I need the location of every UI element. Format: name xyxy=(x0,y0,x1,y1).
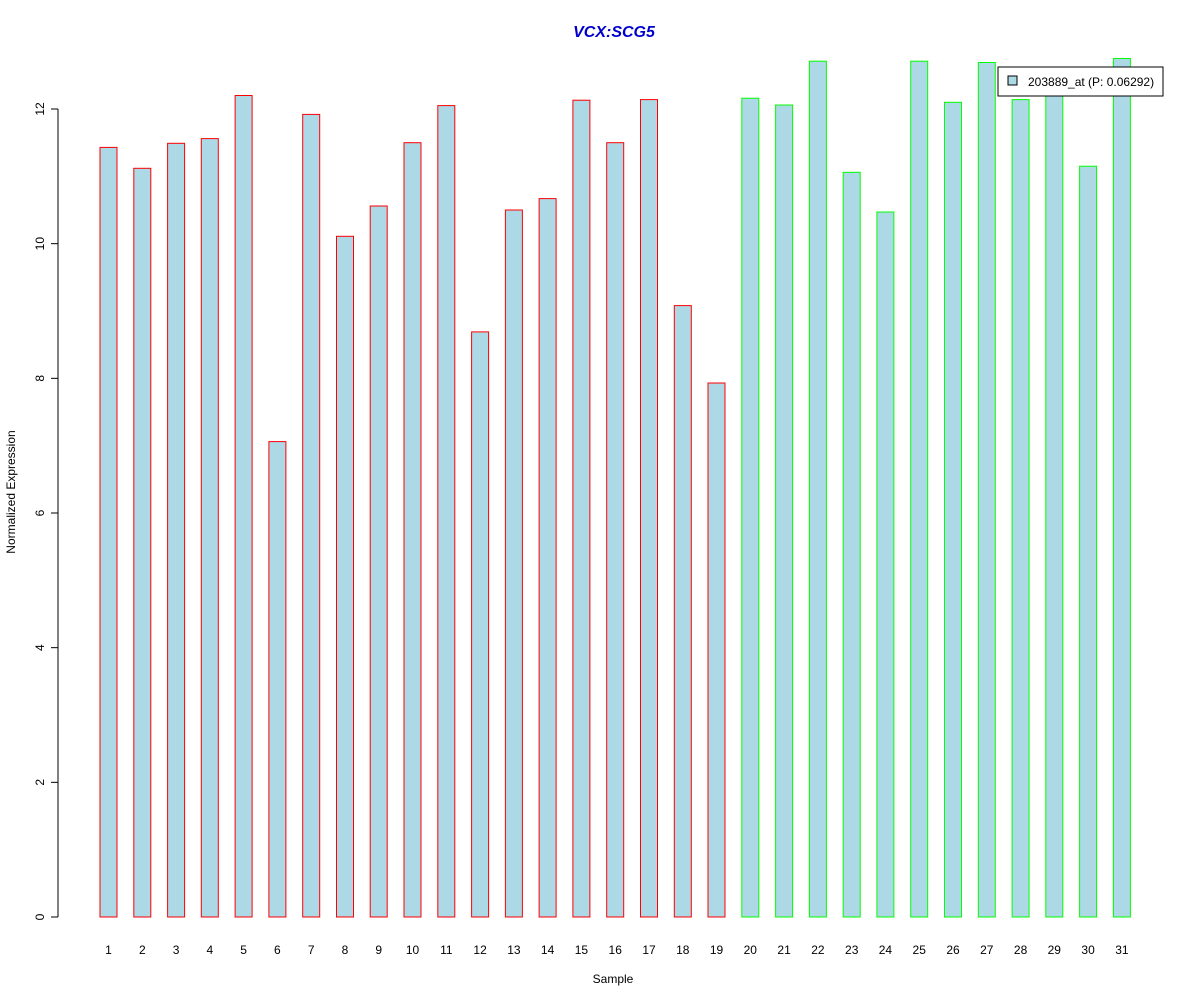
bar xyxy=(944,101,962,918)
y-tick-label: 0 xyxy=(33,913,47,920)
x-tick-label: 19 xyxy=(710,943,724,957)
bar xyxy=(640,99,658,918)
x-tick-label: 14 xyxy=(541,943,555,957)
legend-label: 203889_at (P: 0.06292) xyxy=(1028,75,1154,89)
x-tick-label: 22 xyxy=(811,943,825,957)
y-tick-label: 4 xyxy=(33,644,47,651)
bar xyxy=(471,331,490,918)
y-tick-label: 2 xyxy=(33,779,47,786)
bar xyxy=(775,104,794,918)
x-tick-label: 7 xyxy=(308,943,315,957)
bar xyxy=(1045,86,1064,918)
bar xyxy=(403,142,422,918)
bar xyxy=(200,138,219,918)
y-axis-label: Normalized Expression xyxy=(4,430,18,553)
x-tick-label: 21 xyxy=(777,943,791,957)
x-tick-label: 27 xyxy=(980,943,994,957)
bar xyxy=(167,142,186,918)
x-tick-label: 26 xyxy=(946,943,960,957)
axes: 0 2 4 6 8 10 12 xyxy=(33,102,59,920)
x-tick-label: 4 xyxy=(206,943,213,957)
x-tick-label: 28 xyxy=(1014,943,1028,957)
bar xyxy=(234,95,253,918)
bar xyxy=(1112,58,1131,918)
x-tick-label: 18 xyxy=(676,943,690,957)
bar xyxy=(1011,99,1030,918)
bar xyxy=(977,62,996,918)
x-tick-label: 11 xyxy=(440,943,453,957)
bar xyxy=(910,60,929,918)
x-axis-label: Sample xyxy=(593,972,634,986)
x-tick-label: 13 xyxy=(507,943,521,957)
x-tick-label: 17 xyxy=(642,943,656,957)
bar xyxy=(673,305,692,918)
bar xyxy=(1079,165,1098,918)
x-tick-label: 29 xyxy=(1048,943,1062,957)
chart-title: VCX:SCG5 xyxy=(573,24,656,41)
x-tick-label: 16 xyxy=(609,943,623,957)
legend: 203889_at (P: 0.06292) xyxy=(997,66,1164,97)
x-tick-label: 12 xyxy=(473,943,487,957)
x-tick-label: 25 xyxy=(913,943,927,957)
bar xyxy=(842,171,861,918)
x-tick-label: 30 xyxy=(1081,943,1095,957)
bar xyxy=(369,205,388,918)
x-tick-label: 9 xyxy=(375,943,382,957)
x-tick-label: 3 xyxy=(173,943,180,957)
legend-swatch xyxy=(1007,75,1018,86)
bars xyxy=(99,58,1131,918)
x-tick-label: 15 xyxy=(575,943,589,957)
bar xyxy=(707,382,726,918)
x-tick-label: 1 xyxy=(105,943,112,957)
y-tick-label: 12 xyxy=(33,102,47,116)
bar xyxy=(437,105,456,918)
legend-box xyxy=(997,66,1164,97)
y-tick-label: 6 xyxy=(33,509,47,516)
bar xyxy=(133,167,152,918)
bar xyxy=(538,198,557,918)
x-tick-label: 2 xyxy=(139,943,146,957)
x-tick-label: 23 xyxy=(845,943,859,957)
bar xyxy=(606,142,625,918)
bar xyxy=(504,209,523,918)
y-tick-label: 10 xyxy=(33,237,47,251)
x-tick-label: 8 xyxy=(342,943,349,957)
bar xyxy=(808,60,827,918)
x-tick-label: 31 xyxy=(1115,943,1129,957)
bar xyxy=(572,99,591,918)
x-tick-label: 5 xyxy=(240,943,247,957)
bar xyxy=(268,441,287,918)
bar xyxy=(741,97,760,918)
bar xyxy=(336,235,354,918)
x-tick-label: 10 xyxy=(406,943,420,957)
y-tick-label: 8 xyxy=(33,375,47,382)
bar xyxy=(876,211,895,918)
x-tick-labels: 1 2 3 4 5 6 7 8 9 10 11 12 13 14 15 16 17 18 19 20 21 22 23 24 2… xyxy=(105,943,1129,957)
bar xyxy=(99,146,118,918)
x-tick-label: 24 xyxy=(879,943,893,957)
x-tick-label: 6 xyxy=(274,943,281,957)
bar xyxy=(302,113,321,918)
x-tick-label: 20 xyxy=(744,943,758,957)
